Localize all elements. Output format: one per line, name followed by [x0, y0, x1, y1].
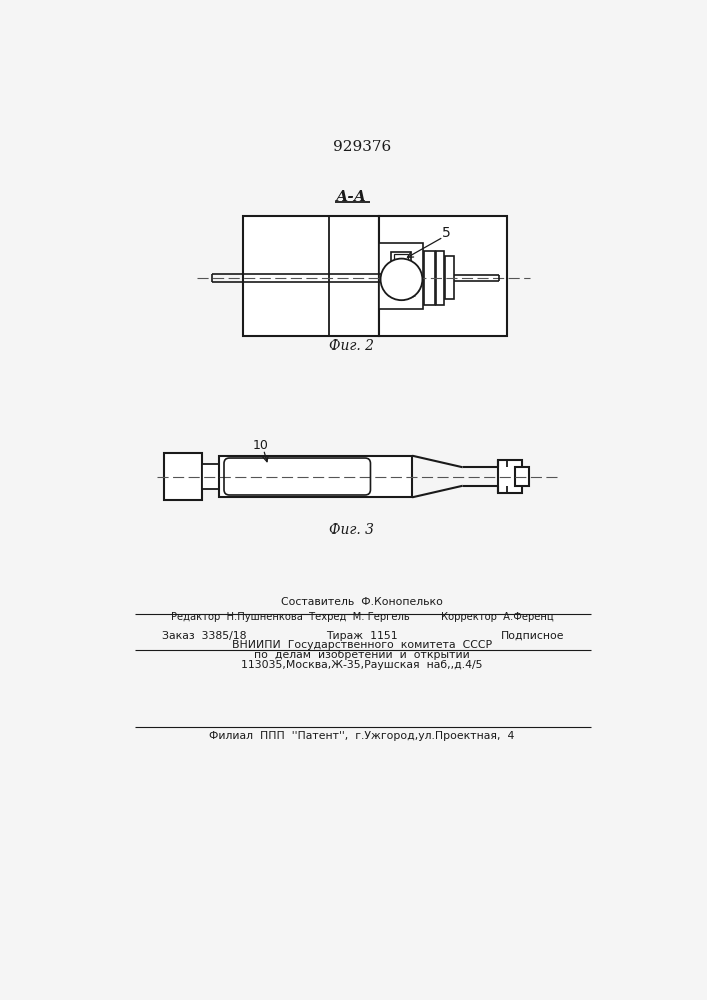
Text: Фиг. 2: Фиг. 2	[329, 339, 375, 353]
Text: А-А: А-А	[337, 190, 368, 204]
Bar	[394, 254, 409, 264]
Text: по  делам  изобретений  и  открытий: по делам изобретений и открытий	[254, 650, 470, 660]
Bar	[392, 252, 411, 266]
Bar	[424, 251, 435, 305]
Text: 113035,Москва,Ж-35,Раушская  наб,,д.4/5: 113035,Москва,Ж-35,Раушская наб,,д.4/5	[241, 660, 483, 670]
Text: Подписное: Подписное	[501, 631, 564, 641]
Bar	[379, 216, 507, 336]
Bar	[218, 456, 412, 497]
Bar	[379, 243, 423, 309]
Text: ВНИИПИ  Государственного  комитета  СССР: ВНИИПИ Государственного комитета СССР	[232, 640, 492, 650]
Text: Заказ  3385/18: Заказ 3385/18	[162, 631, 247, 641]
Text: 5: 5	[442, 226, 451, 240]
Bar	[243, 216, 379, 336]
Bar	[445, 256, 454, 299]
Bar	[498, 460, 522, 493]
Text: 929376: 929376	[333, 140, 391, 154]
Text: Филиал  ППП  ''Патент'',  г.Ужгород,ул.Проектная,  4: Филиал ППП ''Патент'', г.Ужгород,ул.Прое…	[209, 731, 515, 741]
Text: Фиг. 3: Фиг. 3	[329, 523, 375, 537]
Bar	[515, 467, 529, 486]
Text: 10: 10	[252, 439, 269, 452]
Circle shape	[380, 259, 422, 300]
Text: Составитель  Ф.Конопелько: Составитель Ф.Конопелько	[281, 597, 443, 607]
Bar	[201, 464, 218, 489]
Bar	[164, 453, 201, 500]
Text: Редактор  Н.Пушненкова  Техред  М. Гергель          Корректор  А.Ференц: Редактор Н.Пушненкова Техред М. Гергель …	[170, 612, 554, 622]
Bar	[436, 251, 444, 305]
Text: Тираж  1151: Тираж 1151	[326, 631, 398, 641]
